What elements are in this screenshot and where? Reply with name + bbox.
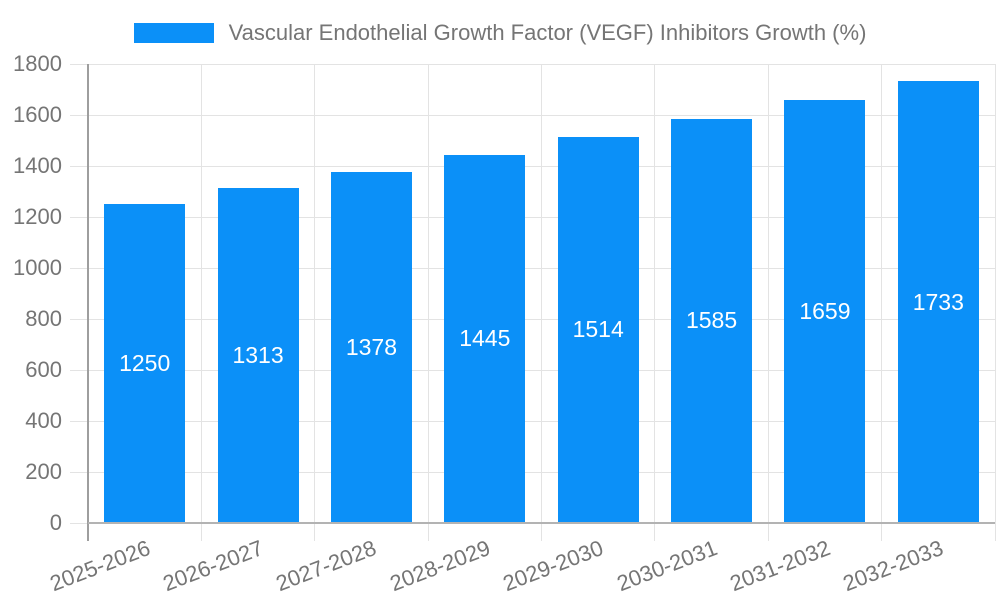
gridline-x-1 [200,64,202,541]
bar-value-label: 1585 [685,307,738,334]
gridline-x-8 [994,64,996,541]
legend: Vascular Endothelial Growth Factor (VEGF… [0,20,1000,46]
y-tick-label-600: 600 [25,357,62,382]
y-tick-label-400: 400 [25,408,62,433]
gridline-y-1800 [70,63,995,65]
bar-value-label: 1250 [119,350,171,377]
bar-2028-2029[interactable]: 1445 [444,154,526,523]
bar-2030-2031[interactable]: 1585 [671,118,753,523]
y-tick-label-1200: 1200 [13,204,62,229]
gridline-x-7 [881,64,883,541]
y-axis-line [87,64,89,541]
x-tick-label-2029-2030: 2029-2030 [499,535,607,597]
x-tick-label-2026-2027: 2026-2027 [159,535,267,597]
gridline-y-800 [70,318,995,320]
plot-area: 1250 1313 1378 1445 1514 1585 1659 1733 [70,63,996,541]
y-tick-label-1800: 1800 [13,51,62,76]
y-tick-label-200: 200 [25,459,62,484]
gridline-y-200 [70,471,995,473]
bar-value-label: 1313 [232,342,284,369]
bar-value-label: 1445 [459,325,511,352]
y-tick-label-1400: 1400 [13,153,62,178]
y-tick-label-0: 0 [49,510,62,535]
bar-2032-2033[interactable]: 1733 [897,81,979,523]
bar-value-label: 1514 [572,316,624,343]
legend-series-label: Vascular Endothelial Growth Factor (VEGF… [228,20,867,45]
bar-2031-2032[interactable]: 1659 [784,99,866,523]
gridline-y-1200 [70,216,995,218]
x-tick-label-2025-2026: 2025-2026 [46,535,154,597]
bar-2025-2026[interactable]: 1250 [104,204,186,523]
bar-2029-2030[interactable]: 1514 [557,136,639,523]
gridline-y-1600 [70,114,995,116]
x-tick-label-2028-2029: 2028-2029 [386,535,494,597]
gridline-x-6 [767,64,769,541]
x-tick-label-2031-2032: 2031-2032 [726,535,834,597]
bar-value-label: 1659 [799,297,851,324]
y-tick-label-800: 800 [25,306,62,331]
gridline-x-5 [654,64,656,541]
gridline-x-3 [427,64,429,541]
gridline-y-600 [70,369,995,371]
x-tick-label-2027-2028: 2027-2028 [272,535,381,597]
bar-value-label: 1733 [912,288,964,315]
x-tick-label-2032-2033: 2032-2033 [839,535,947,597]
x-tick-label-2030-2031: 2030-2031 [612,535,721,597]
gridline-x-2 [314,64,316,541]
gridline-y-1000 [70,267,995,269]
legend-swatch[interactable] [133,23,214,43]
y-tick-label-1600: 1600 [13,102,62,127]
gridline-x-4 [541,64,542,541]
gridline-y-400 [70,420,995,422]
bar-2026-2027[interactable]: 1313 [217,188,299,523]
bar-2027-2028[interactable]: 1378 [330,171,412,523]
gridline-y-1400 [70,165,995,167]
bar-value-label: 1378 [345,333,398,360]
x-axis-line [88,522,995,524]
y-tick-label-1000: 1000 [13,255,62,280]
